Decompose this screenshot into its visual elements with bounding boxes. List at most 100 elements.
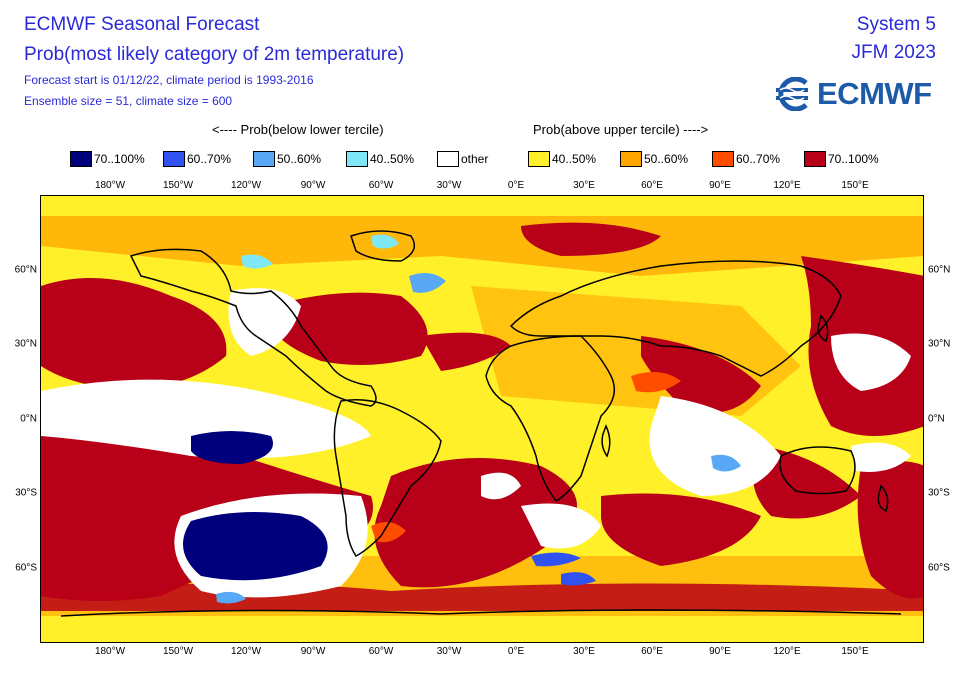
lon-tick-label: 180°W bbox=[94, 646, 126, 657]
legend-swatch bbox=[70, 151, 92, 167]
legend-swatch bbox=[163, 151, 185, 167]
lon-tick-label: 120°E bbox=[773, 646, 801, 657]
map-region-below-50-60 bbox=[711, 454, 741, 472]
coastline-australia bbox=[779, 446, 856, 495]
lon-tick-label: 150°E bbox=[841, 180, 869, 191]
longitude-axis-top: 180°W 150°W 120°W 90°W 60°W 30°W 0°E 30°… bbox=[0, 180, 964, 194]
lon-tick-label: 30°E bbox=[573, 180, 595, 191]
ensemble-size-info: Ensemble size = 51, climate size = 600 bbox=[24, 94, 233, 108]
map-region-other bbox=[521, 503, 601, 549]
lon-tick-label: 30°E bbox=[573, 646, 595, 657]
legend-swatch bbox=[528, 151, 550, 167]
legend-label: 40..50% bbox=[552, 152, 597, 166]
probability-map-canvas bbox=[41, 196, 923, 642]
lon-tick-label: 150°W bbox=[162, 646, 194, 657]
chart-subtitle: Prob(most likely category of 2m temperat… bbox=[24, 44, 405, 65]
lon-tick-label: 120°W bbox=[230, 180, 262, 191]
lat-tick-label: 30°N bbox=[928, 338, 951, 350]
map-region-other bbox=[228, 288, 301, 356]
legend-swatch bbox=[804, 151, 826, 167]
legend-item: 40..50% bbox=[528, 151, 596, 167]
map-region-below-40-50 bbox=[241, 254, 273, 269]
legend-label: 60..70% bbox=[187, 152, 232, 166]
map-region-below-50-60 bbox=[409, 272, 446, 293]
coastline-eurasia bbox=[509, 260, 842, 377]
map-region-other bbox=[41, 379, 371, 459]
lon-tick-label: 60°E bbox=[641, 646, 663, 657]
lon-tick-label: 60°W bbox=[368, 180, 394, 191]
latitude-axis-left: 60°N 30°N 0°N 30°S 60°S bbox=[0, 0, 40, 678]
legend-swatch bbox=[712, 151, 734, 167]
map-region-below-60-70 bbox=[531, 552, 581, 567]
lat-tick-label: 0°N bbox=[928, 413, 945, 425]
coastline-new-zealand bbox=[877, 484, 889, 513]
lat-tick-label: 60°N bbox=[928, 264, 951, 276]
legend-item: 50..60% bbox=[253, 151, 321, 167]
legend-swatch bbox=[253, 151, 275, 167]
coastline-greenland bbox=[350, 230, 416, 262]
lon-tick-label: 180°W bbox=[94, 180, 126, 191]
probability-map bbox=[40, 195, 924, 643]
coastline-north-america bbox=[129, 248, 377, 407]
lon-tick-label: 60°E bbox=[641, 180, 663, 191]
lon-tick-label: 30°W bbox=[436, 180, 462, 191]
map-region-above-70-100 bbox=[601, 493, 761, 566]
lat-tick-label: 30°S bbox=[928, 487, 950, 499]
lon-tick-label: 120°W bbox=[230, 646, 262, 657]
legend-item: 40..50% bbox=[346, 151, 414, 167]
map-region-above-70-100 bbox=[857, 461, 923, 599]
lon-tick-label: 90°E bbox=[709, 180, 731, 191]
legend-label: 70..100% bbox=[94, 152, 145, 166]
longitude-axis-bottom: 180°W 150°W 120°W 90°W 60°W 30°W 0°E 30°… bbox=[0, 646, 964, 660]
coastline-south-america bbox=[333, 399, 442, 557]
legend-swatch bbox=[620, 151, 642, 167]
lon-tick-label: 0°E bbox=[507, 180, 525, 191]
map-region-above-70-100 bbox=[41, 278, 227, 391]
legend-label: 50..60% bbox=[644, 152, 689, 166]
coastline-madagascar bbox=[601, 424, 611, 458]
chart-title: ECMWF Seasonal Forecast bbox=[24, 14, 260, 35]
map-region-above-70-100 bbox=[641, 336, 761, 413]
lat-tick-label: 60°S bbox=[15, 562, 37, 574]
lon-tick-label: 60°W bbox=[368, 646, 394, 657]
forecast-period: JFM 2023 bbox=[851, 42, 936, 63]
lon-tick-label: 150°W bbox=[162, 180, 194, 191]
map-region-above-60-70 bbox=[631, 372, 681, 393]
map-region-below-70-100 bbox=[191, 431, 273, 464]
legend-label: 60..70% bbox=[736, 152, 781, 166]
lat-tick-label: 30°S bbox=[15, 487, 37, 499]
map-region-other bbox=[649, 396, 781, 496]
lon-tick-label: 120°E bbox=[773, 180, 801, 191]
forecast-start-info: Forecast start is 01/12/22, climate peri… bbox=[24, 73, 314, 87]
legend-below-heading: <---- Prob(below lower tercile) bbox=[212, 122, 384, 137]
ecmwf-logo-icon bbox=[776, 77, 808, 111]
map-region-below-50-60 bbox=[216, 591, 246, 604]
lon-tick-label: 90°E bbox=[709, 646, 731, 657]
map-region-above-70-100 bbox=[421, 332, 511, 371]
legend-item: other bbox=[437, 151, 488, 167]
map-region-above-70-100 bbox=[374, 458, 577, 588]
lon-tick-label: 0°E bbox=[507, 646, 525, 657]
legend-label: 40..50% bbox=[370, 152, 415, 166]
legend-swatch bbox=[437, 151, 459, 167]
legend-above-heading: Prob(above upper tercile) ----> bbox=[533, 122, 709, 137]
coastline-antarctica bbox=[60, 609, 902, 617]
legend-swatch bbox=[346, 151, 368, 167]
legend-label: 70..100% bbox=[828, 152, 879, 166]
ecmwf-logo-text: ECMWF bbox=[817, 76, 932, 111]
system-label: System 5 bbox=[856, 14, 936, 35]
map-region-other bbox=[481, 472, 521, 500]
coastline-japan bbox=[817, 314, 829, 343]
lat-tick-label: 30°N bbox=[14, 338, 37, 350]
legend-item: 50..60% bbox=[620, 151, 688, 167]
map-region-above-70-100 bbox=[41, 583, 923, 611]
map-region-above-70-100 bbox=[271, 292, 428, 365]
coastline-africa bbox=[485, 335, 616, 502]
legend-label: 50..60% bbox=[277, 152, 322, 166]
lat-tick-label: 0°N bbox=[20, 413, 37, 425]
map-region-above-70-100 bbox=[521, 222, 661, 256]
lat-tick-label: 60°N bbox=[14, 264, 37, 276]
lon-tick-label: 90°W bbox=[300, 646, 326, 657]
legend-label: other bbox=[461, 152, 489, 166]
lat-tick-label: 60°S bbox=[928, 562, 950, 574]
